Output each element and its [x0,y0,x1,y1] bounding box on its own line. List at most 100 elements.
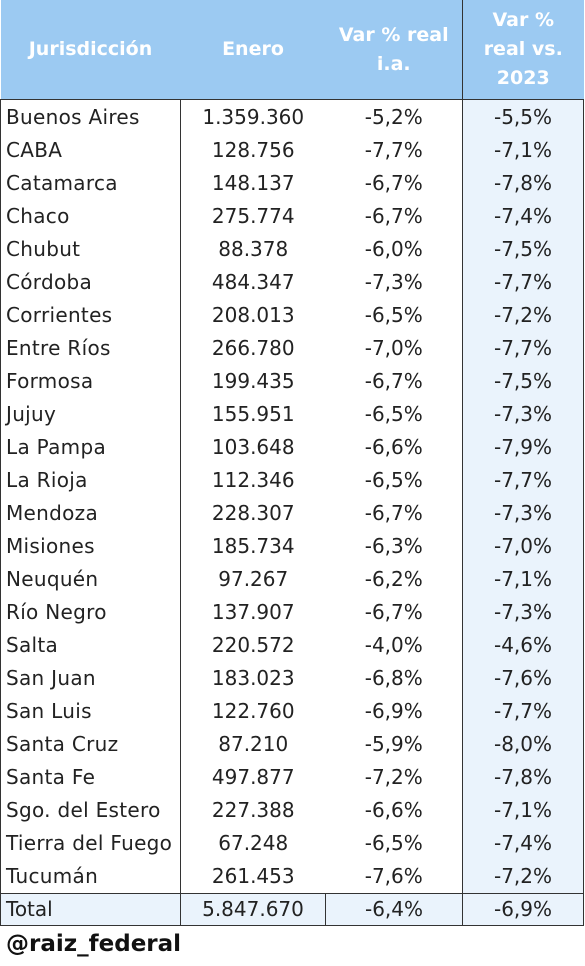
header-var-ia-line1: Var % real [338,23,449,46]
enero-cell: 227.388 [211,798,295,822]
table-row: La Pampa 103.648 -6,6% -7,9% [0,431,584,464]
enero-cell: 220.572 [211,633,295,657]
jurisdiction-cell: Neuquén [0,563,181,596]
var-ia-cell: -6,7% [364,600,423,624]
header-var-2023-line1: Var % [492,9,554,31]
total-label: Total [0,893,181,926]
enero-cell: 112.346 [211,468,295,492]
jurisdiction-cell: Córdoba [0,266,181,299]
var-ia-cell: -7,3% [364,270,423,294]
jurisdiction-cell: Buenos Aires [0,99,181,134]
table-row: Entre Ríos 266.780 -7,0% -7,7% [0,332,584,365]
table-row: Catamarca 148.137 -6,7% -7,8% [0,167,584,200]
table-row: San Luis 122.760 -6,9% -7,7% [0,695,584,728]
table-row: Tierra del Fuego 67.248 -6,5% -7,4% [0,827,584,860]
var-2023-cell: -7,3% [462,497,584,530]
jurisdiction-cell: La Rioja [0,464,181,497]
enero-cell: 266.780 [211,336,295,360]
table-row: Jujuy 155.951 -6,5% -7,3% [0,398,584,431]
table-row: Córdoba 484.347 -7,3% -7,7% [0,266,584,299]
var-ia-cell: -7,7% [364,138,423,162]
var-2023-cell: -7,7% [462,332,584,365]
jurisdiction-cell: Salta [0,629,181,662]
var-2023-cell: -5,5% [462,99,584,134]
total-enero: 5.847.670 [180,893,326,926]
jurisdiction-cell: San Juan [0,662,181,695]
table-row: Chaco 275.774 -6,7% -7,4% [0,200,584,233]
var-2023-cell: -7,7% [462,695,584,728]
table-row: Buenos Aires 1.359.360 -5,2% -5,5% [0,99,584,134]
var-ia-cell: -6,2% [364,567,423,591]
var-2023-cell: -7,1% [462,134,584,167]
var-2023-cell: -7,5% [462,365,584,398]
var-ia-cell: -6,5% [364,468,423,492]
enero-cell: 261.453 [211,864,295,888]
enero-cell: 275.774 [211,204,295,228]
var-ia-cell: -4,0% [364,633,423,657]
var-ia-cell: -7,0% [364,336,423,360]
header-var-ia-line2: i.a. [376,52,411,75]
var-ia-cell: -6,9% [364,699,423,723]
enero-cell: 208.013 [211,303,295,327]
var-2023-cell: -7,9% [462,431,584,464]
jurisdiction-cell: La Pampa [0,431,181,464]
var-ia-cell: -6,5% [364,831,423,855]
jurisdiction-cell: San Luis [0,695,181,728]
jurisdiction-cell: Misiones [0,530,181,563]
table-row: CABA 128.756 -7,7% -7,1% [0,134,584,167]
table-row: Sgo. del Estero 227.388 -6,6% -7,1% [0,794,584,827]
var-ia-cell: -6,7% [364,501,423,525]
var-2023-cell: -7,7% [462,266,584,299]
var-ia-cell: -6,5% [364,402,423,426]
jurisdiction-cell: Santa Fe [0,761,181,794]
jurisdiction-cell: Mendoza [0,497,181,530]
enero-cell: 1.359.360 [202,104,305,129]
var-ia-cell: -6,6% [364,798,423,822]
var-2023-cell: -7,4% [462,827,584,860]
var-ia-cell: -6,7% [364,369,423,393]
header-enero: Enero [180,0,326,100]
var-ia-cell: -6,7% [364,171,423,195]
header-jurisdiccion: Jurisdicción [0,0,181,100]
enero-cell: 228.307 [211,501,295,525]
var-ia-cell: -6,8% [364,666,423,690]
enero-cell: 155.951 [211,402,295,426]
jurisdiction-cell: Río Negro [0,596,181,629]
var-2023-cell: -7,3% [462,596,584,629]
source-handle: @raiz_federal [6,931,182,957]
var-2023-cell: -7,1% [462,563,584,596]
var-ia-cell: -6,7% [364,204,423,228]
jurisdiction-cell: Sgo. del Estero [0,794,181,827]
table-row: La Rioja 112.346 -6,5% -7,7% [0,464,584,497]
table-row: Chubut 88.378 -6,0% -7,5% [0,233,584,266]
var-ia-cell: -6,0% [364,237,423,261]
header-row: Jurisdicción Enero Var % real i.a. Var %… [0,0,584,100]
enero-cell: 122.760 [211,699,295,723]
var-2023-cell: -7,6% [462,662,584,695]
var-2023-cell: -7,5% [462,233,584,266]
var-ia-cell: -7,6% [364,864,423,888]
var-2023-cell: -7,2% [462,299,584,332]
enero-cell: 97.267 [218,567,289,591]
enero-cell: 497.877 [211,765,295,789]
jurisdiction-table: Jurisdicción Enero Var % real i.a. Var %… [0,0,584,926]
jurisdiction-cell: Catamarca [0,167,181,200]
var-2023-cell: -8,0% [462,728,584,761]
jurisdiction-cell: Formosa [0,365,181,398]
var-2023-cell: -7,0% [462,530,584,563]
enero-cell: 137.907 [211,600,295,624]
var-2023-cell: -7,8% [462,167,584,200]
var-2023-cell: -7,4% [462,200,584,233]
jurisdiction-cell: Jujuy [0,398,181,431]
var-2023-cell: -7,2% [462,860,584,894]
table-row: Misiones 185.734 -6,3% -7,0% [0,530,584,563]
jurisdiction-cell: Corrientes [0,299,181,332]
var-2023-cell: -7,8% [462,761,584,794]
header-var-2023: Var % real vs. 2023 [462,0,584,100]
enero-cell: 199.435 [211,369,295,393]
var-ia-cell: -6,3% [364,534,423,558]
jurisdiction-cell: CABA [0,134,181,167]
var-ia-cell: -5,2% [364,104,423,129]
table-row: Corrientes 208.013 -6,5% -7,2% [0,299,584,332]
enero-cell: 103.648 [211,435,295,459]
